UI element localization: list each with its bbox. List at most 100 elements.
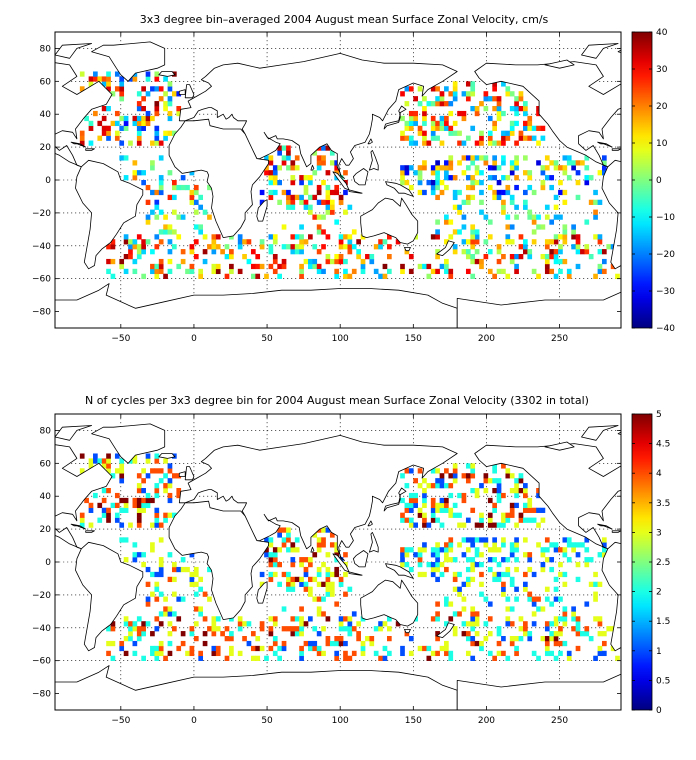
data-bin — [575, 194, 581, 201]
data-bin — [496, 101, 502, 107]
data-bin — [119, 76, 125, 82]
data-bin — [426, 263, 432, 270]
data-bin — [448, 616, 454, 622]
data-bin — [132, 458, 138, 464]
data-bin — [237, 650, 243, 657]
data-bin — [185, 566, 190, 573]
data-bin — [246, 239, 252, 245]
data-bin — [426, 522, 432, 528]
y-tick-label: 20 — [40, 143, 52, 153]
data-bin — [198, 611, 204, 617]
data-bin — [259, 244, 265, 250]
data-bin — [430, 552, 436, 558]
data-bin — [457, 591, 462, 597]
data-bin — [88, 522, 94, 528]
data-bin — [277, 547, 282, 553]
data-bin — [487, 566, 493, 573]
data-bin — [259, 263, 265, 270]
data-bin — [136, 631, 142, 637]
data-bin — [457, 542, 462, 548]
data-bin — [549, 160, 555, 166]
data-bin — [452, 611, 458, 617]
data-bin — [483, 160, 489, 166]
y-tick-label: 40 — [40, 110, 52, 120]
data-bin — [246, 640, 252, 647]
data-bin — [176, 263, 182, 270]
data-bin — [483, 537, 489, 543]
data-bin — [509, 606, 515, 612]
data-bin — [329, 199, 335, 205]
data-bin — [299, 239, 304, 245]
data-bin — [593, 234, 598, 240]
data-bin — [435, 96, 440, 102]
data-bin — [101, 507, 107, 513]
data-bin — [435, 249, 440, 255]
data-bin — [312, 258, 318, 265]
data-bin — [571, 229, 576, 235]
data-bin — [584, 562, 590, 568]
data-bin — [465, 81, 471, 87]
data-bin — [312, 532, 318, 538]
data-bin — [277, 532, 282, 538]
data-bin — [106, 130, 111, 136]
colorbar-tick-label: 3 — [656, 528, 662, 538]
data-bin — [435, 478, 440, 484]
data-bin — [312, 170, 318, 176]
data-bin — [430, 120, 436, 127]
data-bin — [163, 611, 168, 617]
data-bin — [400, 91, 405, 97]
data-bin — [325, 184, 331, 191]
data-bin — [448, 91, 454, 97]
data-bin — [461, 497, 467, 504]
data-bin — [514, 175, 519, 181]
data-bin — [145, 492, 151, 499]
data-bin — [303, 566, 309, 573]
data-bin — [106, 81, 111, 87]
data-bin — [334, 640, 340, 647]
data-bin — [167, 229, 173, 235]
data-bin — [597, 199, 603, 205]
data-bin — [167, 110, 173, 117]
data-bin — [558, 640, 563, 647]
data-bin — [501, 463, 506, 469]
data-bin — [474, 537, 480, 543]
data-bin — [566, 160, 572, 166]
data-bin — [452, 96, 458, 102]
data-bin — [308, 557, 313, 563]
data-bin — [452, 473, 458, 479]
data-bin — [163, 224, 168, 230]
data-bin — [286, 527, 291, 533]
data-bin — [452, 204, 458, 210]
data-bin — [272, 552, 278, 558]
data-bin — [461, 140, 467, 146]
data-bin — [601, 650, 607, 657]
data-bin — [172, 130, 177, 136]
data-bin — [527, 566, 533, 573]
data-bin — [404, 517, 410, 523]
data-bin — [145, 71, 151, 77]
data-bin — [290, 175, 296, 181]
data-bin — [523, 492, 528, 499]
data-bin — [470, 106, 476, 112]
data-bin — [132, 552, 138, 558]
data-bin — [435, 135, 440, 141]
data-bin — [509, 239, 515, 245]
coastline — [385, 563, 414, 579]
data-bin — [518, 636, 524, 642]
data-bin — [316, 224, 322, 230]
data-bin — [400, 263, 405, 270]
data-bin — [198, 273, 204, 279]
data-bin — [158, 468, 164, 474]
data-bin — [136, 140, 142, 146]
data-bin — [470, 566, 476, 573]
data-bin — [123, 502, 129, 509]
data-bin — [544, 263, 550, 270]
colorbar-tick-label: 2.5 — [656, 558, 670, 568]
data-bin — [329, 586, 335, 592]
data-bin — [79, 130, 85, 136]
data-bin — [382, 239, 388, 245]
coastline — [617, 431, 621, 435]
data-bin — [527, 631, 533, 637]
data-bin — [496, 115, 502, 122]
data-bin — [531, 601, 537, 607]
